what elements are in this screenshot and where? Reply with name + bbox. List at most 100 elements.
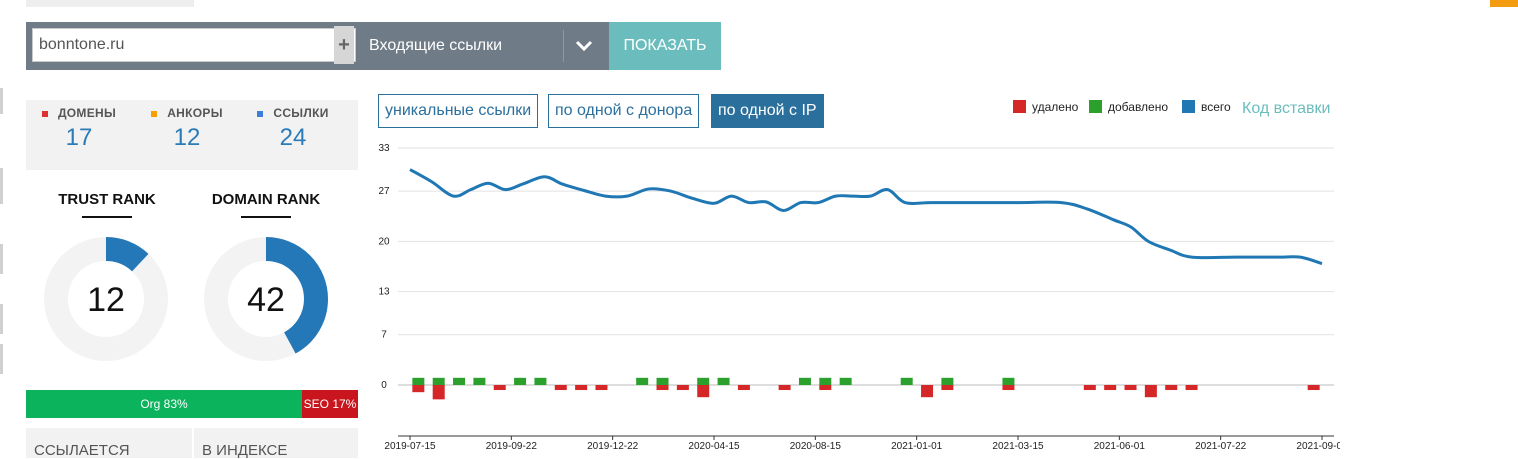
x-tick-label: 2019-09-22 — [486, 441, 538, 452]
added-bar — [1002, 377, 1015, 385]
removed-bar — [1185, 385, 1198, 391]
embed-code-link[interactable]: Код вставки — [1242, 100, 1331, 117]
x-tick-label: 2021-03-15 — [992, 441, 1044, 452]
x-tick-label: 2020-08-15 — [790, 441, 842, 452]
org-segment: Org 83% — [26, 390, 302, 418]
mode-one-per-ip[interactable]: по одной с IP — [711, 94, 824, 128]
stats-panel: ДОМЕНЫ 17 АНКОРЫ 12 ССЫЛКИ 24 — [26, 100, 358, 170]
removed-bar — [1307, 385, 1320, 391]
tab-links-to[interactable]: ССЫЛАЕТСЯ — [26, 428, 192, 459]
show-button[interactable]: ПОКАЗАТЬ — [609, 22, 721, 70]
added-bar — [473, 377, 486, 385]
domain-search-input[interactable] — [32, 28, 356, 62]
x-tick-label: 2021-06-01 — [1094, 441, 1146, 452]
backlinks-chart: 0 7 13 20 27 33 2019-07-15 2019-09-22 2019-12-22… — [378, 143, 1340, 452]
y-tick-label: 13 — [378, 287, 390, 298]
square-icon — [1013, 100, 1026, 113]
x-tick-label: 2019-07-15 — [384, 441, 436, 452]
mode-unique-links[interactable]: уникальные ссылки — [378, 94, 539, 128]
stat-anchors[interactable]: АНКОРЫ 12 — [142, 106, 232, 152]
legend-added[interactable]: добавлено — [1089, 100, 1168, 114]
removed-bar — [1165, 385, 1178, 391]
removed-bar — [432, 385, 445, 400]
x-tick-label: 2021-07-22 — [1195, 441, 1247, 452]
stat-label: АНКОРЫ — [167, 106, 223, 120]
removed-bar — [412, 385, 425, 393]
legend-removed[interactable]: удалено — [1013, 100, 1078, 114]
donut-fill — [204, 237, 328, 361]
square-icon — [1089, 100, 1102, 113]
added-bar — [656, 377, 669, 385]
added-bar — [534, 377, 547, 385]
select-divider — [563, 30, 564, 62]
stat-links[interactable]: ССЫЛКИ 24 — [248, 106, 338, 152]
added-bar — [798, 377, 811, 385]
x-tick-label: 2021-01-01 — [891, 441, 943, 452]
added-bar — [412, 377, 425, 385]
stat-domains[interactable]: ДОМЕНЫ 17 — [34, 106, 124, 152]
tab-label: ССЫЛАЕТСЯ — [34, 442, 130, 459]
removed-bar — [778, 385, 791, 391]
added-bar — [636, 377, 649, 385]
y-tick-label: 20 — [378, 236, 390, 247]
square-icon — [1182, 100, 1195, 113]
y-tick-label: 27 — [378, 186, 390, 197]
square-icon — [151, 110, 158, 117]
y-tick-label: 0 — [381, 380, 387, 391]
stat-label: ДОМЕНЫ — [57, 106, 117, 120]
donut-fill — [44, 237, 168, 361]
added-bar — [839, 377, 852, 385]
link-type-select[interactable]: Входящие ссылки — [369, 37, 503, 54]
added-bar — [819, 377, 832, 385]
added-bar — [697, 377, 710, 385]
removed-bar — [656, 385, 669, 391]
total-series-line — [409, 168, 1323, 266]
domain-rank-title: DOMAIN RANK — [211, 191, 321, 208]
square-icon — [41, 110, 48, 117]
legend-label: удалено — [1032, 100, 1079, 114]
added-bar — [717, 377, 730, 385]
square-icon — [257, 110, 264, 117]
removed-bar — [575, 385, 588, 391]
removed-bar — [493, 385, 506, 391]
legend-label: добавлено — [1108, 100, 1169, 114]
removed-bar — [921, 385, 934, 398]
stat-value: 12 — [173, 124, 201, 151]
add-domain-button[interactable]: + — [334, 26, 354, 64]
legend-label: всего — [1201, 100, 1231, 114]
mode-one-per-donor[interactable]: по одной с донора — [548, 94, 700, 128]
removed-bar — [819, 385, 832, 391]
title-underline — [82, 216, 132, 218]
added-bar — [941, 377, 954, 385]
removed-bar — [697, 385, 710, 398]
top-tab-decoration — [26, 0, 194, 7]
y-tick-label: 33 — [378, 143, 390, 154]
stat-value: 17 — [65, 124, 93, 151]
trust-rank-value: 12 — [87, 281, 125, 319]
search-bar: + Входящие ссылки ПОКАЗАТЬ — [26, 22, 721, 70]
added-bar — [900, 377, 913, 385]
trust-rank-title: TRUST RANK — [58, 191, 156, 208]
legend-total[interactable]: всего — [1182, 100, 1231, 114]
added-bar — [514, 377, 527, 385]
title-underline — [241, 216, 291, 218]
org-seo-bar: Org 83% SEO 17% — [26, 390, 358, 418]
removed-bar — [595, 385, 608, 391]
stat-label: ССЫЛКИ — [273, 106, 329, 120]
stat-value: 24 — [279, 124, 307, 151]
removed-bar — [1144, 385, 1157, 398]
chevron-down-icon[interactable] — [572, 34, 596, 58]
removed-bar — [737, 385, 750, 391]
added-bar — [432, 377, 445, 385]
y-tick-label: 7 — [381, 330, 387, 341]
removed-bar — [676, 385, 689, 391]
trust-rank-donut: 12 — [44, 237, 168, 361]
tab-label: В ИНДЕКСЕ — [202, 442, 288, 459]
domain-rank-value: 42 — [247, 281, 285, 319]
seo-segment: SEO 17% — [302, 390, 358, 418]
removed-bar — [1083, 385, 1096, 391]
removed-bar — [941, 385, 954, 391]
tab-in-index[interactable]: В ИНДЕКСЕ — [194, 428, 358, 459]
corner-accent — [1490, 0, 1518, 7]
removed-bar — [1124, 385, 1137, 391]
